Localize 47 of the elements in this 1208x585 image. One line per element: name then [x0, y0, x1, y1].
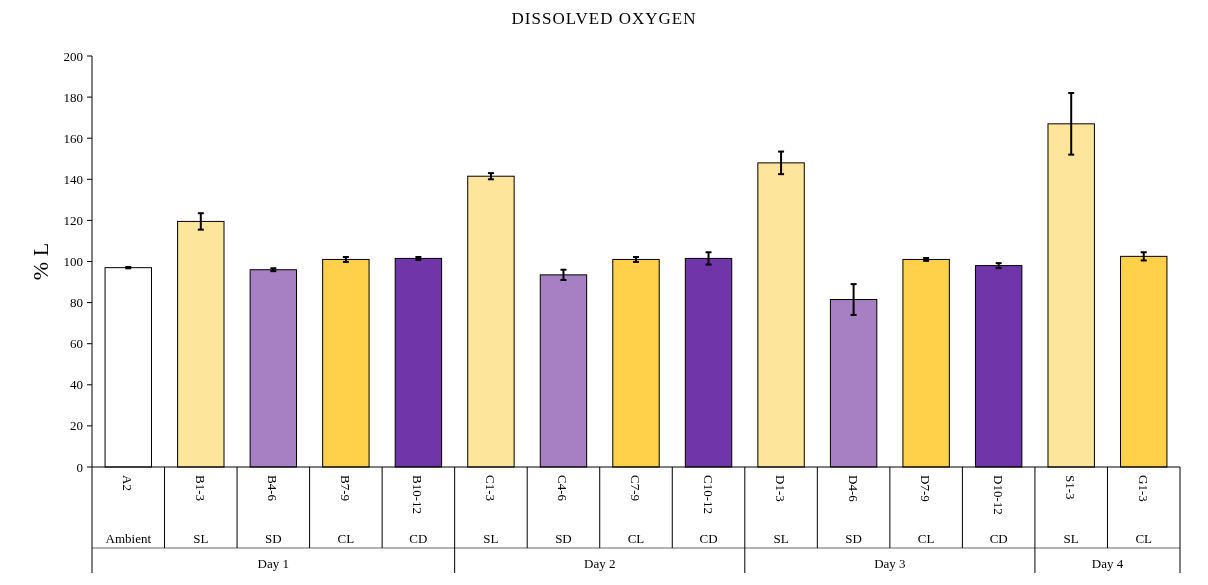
- text: SL: [773, 531, 789, 546]
- text: CL: [627, 531, 645, 546]
- text: Day 3: [874, 556, 906, 571]
- x-tick-label: C7-9: [628, 475, 643, 501]
- y-tick-label: 200: [63, 48, 83, 64]
- x-tick-label: D4-6: [845, 475, 861, 503]
- y-tick-label: 80: [70, 295, 83, 311]
- text: CD: [699, 531, 718, 546]
- text: SL: [483, 531, 499, 546]
- x-tick-label: S1-3: [1063, 475, 1079, 500]
- x-tick-label: C1-3: [482, 475, 498, 501]
- x-tick-label: B1-3: [192, 475, 208, 501]
- y-tick-label: 0: [76, 459, 83, 475]
- text: CL: [1135, 531, 1153, 546]
- y-tick-label: 20: [70, 418, 83, 434]
- y-tick-label: 120: [63, 212, 83, 228]
- y-tick-label: 160: [63, 130, 83, 146]
- text: SL: [1063, 531, 1079, 546]
- text: Day 4: [1091, 556, 1124, 571]
- y-tick-label: 140: [63, 171, 83, 187]
- text: CL: [337, 531, 355, 546]
- text: SD: [555, 531, 572, 546]
- y-tick-label: 180: [63, 89, 83, 105]
- x-tick-label: G1-3: [1135, 475, 1151, 502]
- text: CL: [917, 531, 935, 546]
- text: CD: [409, 531, 428, 546]
- text: SD: [845, 531, 862, 546]
- text: SL: [193, 531, 209, 546]
- x-tick-label: D7-9: [918, 475, 934, 502]
- x-tick-label: C4-6: [555, 475, 571, 502]
- x-tick-label: B4-6: [265, 475, 281, 502]
- x-tick-label: D1-3: [773, 475, 789, 502]
- y-axis-title: % L: [28, 242, 53, 281]
- text: Day 1: [257, 556, 290, 571]
- x-tick-label: D10-12: [990, 475, 1006, 515]
- x-tick-label: A2: [120, 475, 136, 491]
- x-tick-label: B7-9: [337, 475, 353, 501]
- y-tick-label: 100: [63, 254, 83, 270]
- y-tick-label: 40: [70, 377, 83, 393]
- text: Day 2: [584, 556, 616, 571]
- text: CD: [989, 531, 1008, 546]
- y-tick-label: 60: [70, 336, 83, 352]
- x-tick-label: C10-12: [700, 475, 716, 514]
- text: SD: [265, 531, 282, 546]
- chart-title: DISSOLVED OXYGEN: [511, 9, 697, 28]
- text: Ambient: [105, 531, 152, 546]
- x-tick-label: B10-12: [410, 475, 426, 514]
